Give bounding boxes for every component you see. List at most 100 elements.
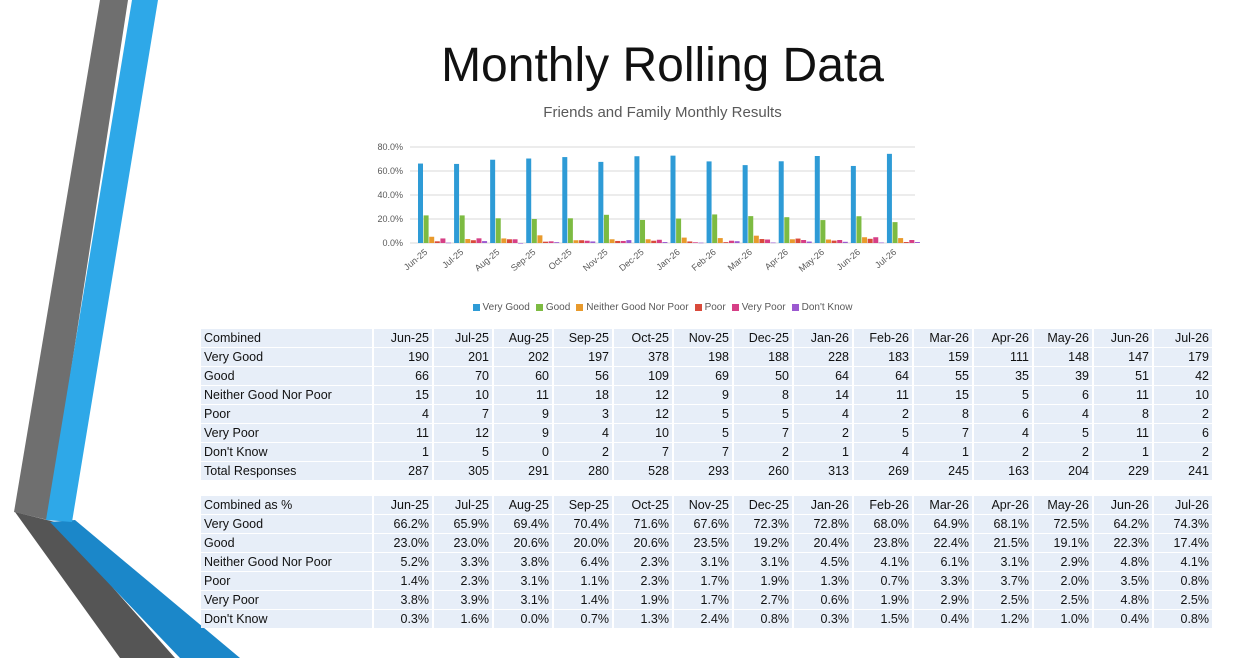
table-cell: 0.8%	[1154, 610, 1212, 628]
table-cell: 1	[794, 443, 852, 461]
table-cell: 1.1%	[554, 572, 612, 590]
bar	[518, 243, 524, 244]
table-cell: 2.9%	[914, 591, 972, 609]
table-cell: 0.0%	[494, 610, 552, 628]
bar	[470, 240, 476, 243]
x-tick-label: Jul-26	[873, 247, 898, 270]
table-cell: 2.5%	[974, 591, 1032, 609]
table-cell: 1.7%	[674, 572, 732, 590]
bar	[482, 241, 488, 243]
bar	[506, 239, 512, 243]
table-cell: 3.1%	[674, 553, 732, 571]
table-cell: 3.3%	[434, 553, 492, 571]
bar	[615, 240, 621, 243]
table-cell: 12	[434, 424, 492, 442]
decor-stripe-blue	[46, 0, 158, 522]
table-cell: 71.6%	[614, 515, 672, 533]
table-cell: 2	[1154, 405, 1212, 423]
x-tick-label: Dec-25	[617, 247, 646, 273]
table-cell: 0.7%	[854, 572, 912, 590]
table-cell: 7	[614, 443, 672, 461]
table-row: Neither Good Nor Poor 5.2% 3.3% 3.8% 6.4% 2.3…	[201, 553, 1212, 571]
bar	[759, 239, 765, 243]
table-cell: 109	[614, 367, 672, 385]
table-cell: 9	[494, 405, 552, 423]
table-cell: 5	[674, 424, 732, 442]
table-cell: Jul-25	[434, 496, 492, 514]
table-cell: 72.3%	[734, 515, 792, 533]
table-cell: 313	[794, 462, 852, 480]
table-cell: Apr-26	[974, 496, 1032, 514]
bar	[501, 238, 507, 243]
bar	[670, 155, 676, 243]
table-cell: Jul-26	[1154, 496, 1212, 514]
table-cell: 3.3%	[914, 572, 972, 590]
table-cell: 2	[794, 424, 852, 442]
table-cell: 0.8%	[734, 610, 792, 628]
table-cell: 2.4%	[674, 610, 732, 628]
table-cell: 66	[374, 367, 432, 385]
table-row: Very Good 190 201 202 197 378 198 188 228 183 159 1…	[201, 348, 1212, 366]
legend-swatch	[694, 303, 702, 311]
legend-label: Good	[545, 302, 571, 313]
table-cell: 23.0%	[434, 534, 492, 552]
table-cell: 148	[1034, 348, 1092, 366]
decor-stripe-blue-low	[50, 520, 240, 658]
table-cell: 72.8%	[794, 515, 852, 533]
table-cell: 4.1%	[854, 553, 912, 571]
bar	[898, 238, 904, 243]
table-cell: 1.5%	[854, 610, 912, 628]
table-cell: 0.3%	[794, 610, 852, 628]
table-cell: 245	[914, 462, 972, 480]
table-cell: 70	[434, 367, 492, 385]
table-cell: 2.5%	[1034, 591, 1092, 609]
table-cell: 35	[974, 367, 1032, 385]
x-tick-label: Feb-26	[690, 247, 718, 273]
table-cell: Jul-26	[1154, 329, 1212, 347]
bar	[537, 235, 543, 243]
table-cell: 64	[794, 367, 852, 385]
bar	[806, 241, 812, 243]
table-cell: 528	[614, 462, 672, 480]
table-cell: 9	[674, 386, 732, 404]
table-cell: 2.3%	[434, 572, 492, 590]
bar	[454, 163, 460, 243]
table-cell: 0.6%	[794, 591, 852, 609]
row-label: Good	[201, 367, 372, 385]
table-cell: 204	[1034, 462, 1092, 480]
table-cell: 8	[734, 386, 792, 404]
legend-swatch	[791, 303, 799, 311]
bar	[789, 239, 795, 243]
table-cell: 12	[614, 405, 672, 423]
table-cell: 1.9%	[614, 591, 672, 609]
table-cell: 7	[734, 424, 792, 442]
table-cell: 201	[434, 348, 492, 366]
table-cell: 6	[1034, 386, 1092, 404]
table-cell: 4.5%	[794, 553, 852, 571]
table-cell: 11	[1094, 386, 1152, 404]
table-cell: 1.7%	[674, 591, 732, 609]
bar	[562, 157, 568, 243]
table-cell: Dec-25	[734, 496, 792, 514]
table-cell: Feb-26	[854, 329, 912, 347]
y-tick-label: 0.0%	[382, 238, 403, 248]
bar	[687, 241, 693, 243]
row-label: Neither Good Nor Poor	[201, 553, 372, 571]
bar	[662, 242, 668, 243]
table-row: Don't Know 0.3% 1.6% 0.0% 0.7% 1.3% 2.4% 0.8% 0.…	[201, 610, 1212, 628]
table-cell: 2.3%	[614, 553, 672, 571]
table-row: Very Poor 3.8% 3.9% 3.1% 1.4% 1.9% 1.7% 2.7% 0.6…	[201, 591, 1212, 609]
bar	[862, 237, 868, 243]
bar	[681, 237, 687, 243]
legend-item: Poor	[694, 302, 726, 313]
table-cell: 66.2%	[374, 515, 432, 533]
chart-title: Friends and Family Monthly Results	[543, 104, 782, 121]
legend-item: Don't Know	[791, 302, 852, 313]
table-row: Poor 4 7 9 3 12 5 5 4 2 8 6 4 8 2	[201, 405, 1212, 423]
table-cell: 6	[974, 405, 1032, 423]
table-cell: 2.9%	[1034, 553, 1092, 571]
table-cell: 23.0%	[374, 534, 432, 552]
table-cell: 5.2%	[374, 553, 432, 571]
table-header-row: Combined Jun-25 Jul-25 Aug-25 Sep-25 Oct-25 No…	[201, 329, 1212, 347]
table-cell: 0.4%	[1094, 610, 1152, 628]
